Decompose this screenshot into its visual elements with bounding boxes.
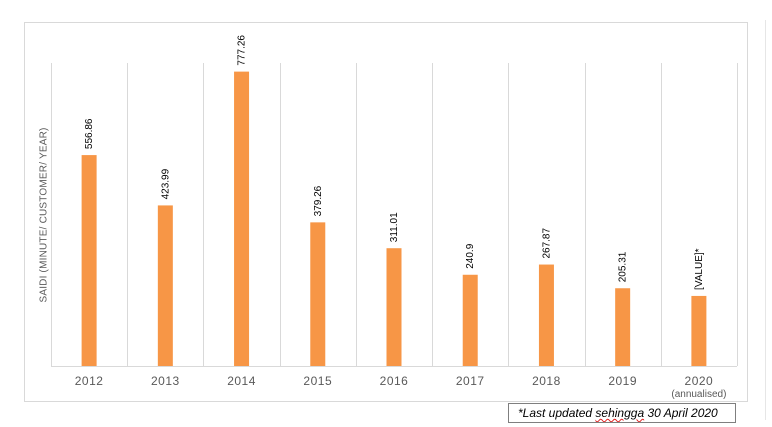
data-label: 267.87 (541, 228, 552, 259)
y-axis-label: SAIDI (MINUTE/ CUSTOMER/ YEAR) (38, 127, 50, 303)
bar (157, 205, 173, 366)
note-underlined-word: sehingga (595, 406, 645, 420)
bar (81, 155, 97, 366)
bar (615, 288, 631, 366)
note-prefix: *Last updated (518, 406, 596, 420)
last-updated-note: *Last updated sehingga 30 April 2020 (508, 403, 736, 423)
bar (538, 264, 554, 366)
x-tick-label: 2016 (380, 374, 409, 388)
window-edge (765, 20, 766, 420)
x-tick-label: 2015 (303, 374, 332, 388)
x-tick-label: 2018 (532, 374, 561, 388)
data-label: 379.26 (313, 185, 324, 216)
x-tick-sublabel: (annualised) (671, 389, 726, 400)
x-tick-label: 2019 (608, 374, 637, 388)
data-label: 311.01 (389, 212, 400, 242)
data-label: 205.31 (618, 251, 629, 282)
data-label: 423.99 (160, 168, 171, 199)
bar (234, 71, 250, 366)
data-label: 777.26 (237, 35, 248, 66)
x-tick-label: 2017 (456, 374, 485, 388)
bar (310, 222, 326, 366)
bar (386, 248, 402, 366)
data-label: 556.86 (84, 118, 95, 149)
x-tick-label: 2013 (151, 374, 180, 388)
x-tick-label: 2014 (227, 374, 256, 388)
data-label: 240.9 (465, 243, 476, 268)
x-tick-label: 2012 (75, 374, 104, 388)
bar (462, 274, 478, 366)
note-suffix: 30 April 2020 (644, 406, 718, 420)
bar (691, 295, 707, 366)
data-label: [VALUE]* (694, 248, 705, 290)
x-tick-label: 2020 (685, 374, 714, 388)
